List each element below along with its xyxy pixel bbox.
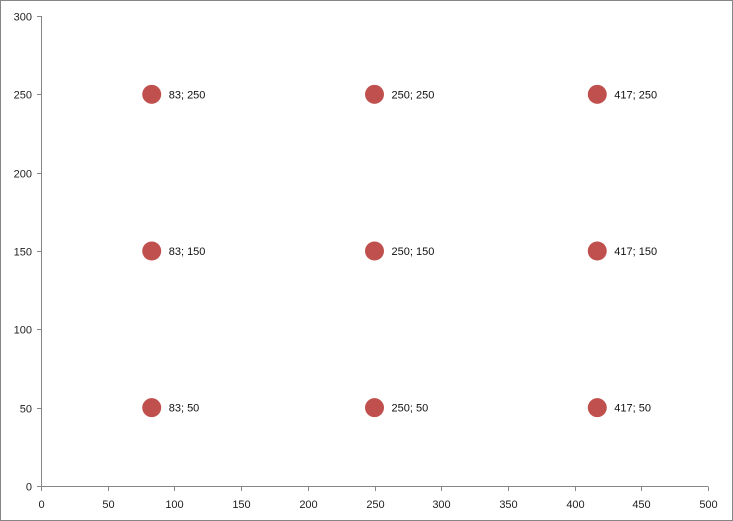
x-axis-ticks: 0 50 100 150 200 250 300 350 400 450 500	[38, 486, 718, 511]
x-tick-label: 350	[499, 499, 517, 511]
x-tick-label: 400	[566, 499, 584, 511]
x-tick-label: 150	[232, 499, 250, 511]
y-tick-label: 250	[14, 90, 32, 102]
data-label: 83; 50	[169, 403, 200, 415]
y-tick-label: 50	[20, 404, 32, 416]
data-point	[587, 84, 607, 104]
y-tick-label: 300	[14, 12, 32, 24]
data-point	[365, 241, 384, 261]
data-label: 250; 150	[392, 246, 435, 258]
x-axis: 0 50 100 150 200 250 300 350 400 450 500	[38, 486, 718, 511]
x-tick-label: 100	[165, 499, 183, 511]
data-label: 83; 150	[169, 246, 206, 258]
x-tick-label: 50	[102, 499, 114, 511]
data-point	[142, 398, 162, 418]
data-point	[142, 84, 162, 104]
y-tick-label: 0	[26, 482, 32, 494]
x-tick-label: 0	[38, 499, 44, 511]
data-point	[365, 84, 384, 104]
data-point	[587, 398, 607, 418]
data-label: 417; 50	[614, 403, 651, 415]
data-label: 417; 250	[614, 89, 657, 101]
y-tick-label: 100	[14, 325, 32, 337]
data-points: 83; 250 250; 250 417; 250 83; 150 250; 150 41…	[142, 84, 657, 418]
x-tick-label: 450	[632, 499, 650, 511]
x-tick-label: 500	[699, 499, 717, 511]
y-tick-label: 200	[14, 169, 32, 181]
x-tick-label: 250	[366, 499, 384, 511]
data-point	[587, 241, 607, 261]
data-label: 417; 150	[614, 246, 657, 258]
data-point	[142, 241, 162, 261]
x-tick-label: 200	[299, 499, 317, 511]
y-axis: 0 50 100 150 200 250 300	[14, 12, 42, 494]
y-axis-ticks: 0 50 100 150 200 250 300	[14, 12, 42, 494]
data-label: 83; 250	[169, 89, 206, 101]
y-tick-label: 150	[14, 247, 32, 259]
data-point	[365, 398, 384, 418]
data-label: 250; 50	[392, 403, 429, 415]
data-label: 250; 250	[392, 89, 435, 101]
x-tick-label: 300	[432, 499, 450, 511]
